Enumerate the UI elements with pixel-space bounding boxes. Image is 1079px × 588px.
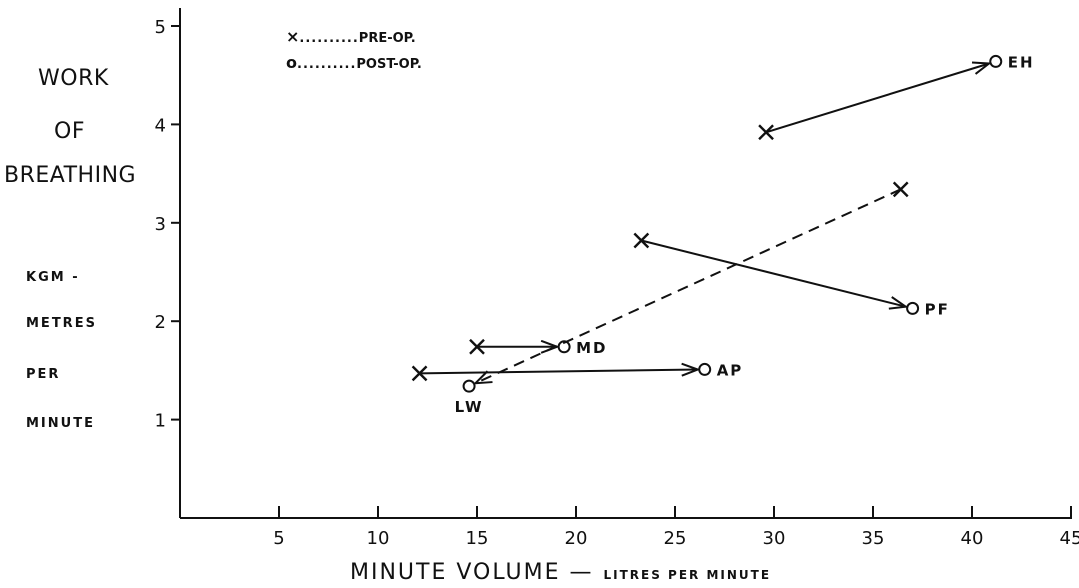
x-tick-label: 20 <box>565 528 588 549</box>
x-tick-label: 5 <box>273 528 284 549</box>
x-axis-title: MINUTE VOLUME — LITRES PER MINUTE <box>350 560 771 585</box>
y-title-work: WORK <box>38 66 109 91</box>
legend-label-pre-op: PRE-OP. <box>358 31 416 46</box>
post-op-point <box>557 340 571 354</box>
x-tick-label: 40 <box>961 528 984 549</box>
x-title-main: MINUTE VOLUME — <box>350 560 594 585</box>
arrow-line <box>419 370 698 374</box>
series-pf: PF <box>633 232 950 318</box>
series-ap: AP <box>411 361 744 382</box>
y-unit-per: PER <box>26 367 61 382</box>
arrow-line <box>765 63 989 134</box>
pre-op-point <box>411 365 428 382</box>
point-label: LW <box>455 398 484 416</box>
y-tick-label: 5 <box>155 17 166 38</box>
post-op-point <box>906 301 920 315</box>
point-label: EH <box>1008 53 1035 71</box>
pre-op-point <box>758 124 774 141</box>
y-tick-label: 1 <box>155 411 166 432</box>
legend-label-post-op: POST-OP. <box>356 57 422 72</box>
x-tick-label: 15 <box>466 528 489 549</box>
cross-marker-icon: × <box>286 27 300 46</box>
post-op-point <box>462 379 476 393</box>
pre-op-point <box>892 181 909 198</box>
x-tick-label: 45 <box>1060 528 1079 549</box>
legend-post-op: o..........POST-OP. <box>286 53 422 72</box>
y-title-breathing: BREATHING <box>4 163 137 188</box>
x-title-sub: LITRES PER MINUTE <box>603 568 772 582</box>
data-series: EH PF MD AP LW <box>411 53 1035 416</box>
y-unit-minute: MINUTE <box>26 416 95 431</box>
y-tick-label: 2 <box>155 312 166 333</box>
x-ticks: 5 10 15 20 25 30 35 40 45 <box>273 506 1079 549</box>
arrow-line <box>475 188 902 383</box>
x-tick-label: 10 <box>367 528 390 549</box>
x-tick-label: 30 <box>763 528 786 549</box>
x-tick-label: 35 <box>862 528 885 549</box>
pre-op-point <box>469 338 485 355</box>
pre-op-point <box>633 232 650 249</box>
y-title-of: OF <box>54 119 85 144</box>
legend-dots: .......... <box>299 31 359 46</box>
series-eh: EH <box>758 53 1035 141</box>
y-unit-kgm: KGM - <box>26 270 80 285</box>
point-label: MD <box>576 339 607 357</box>
point-label: PF <box>925 300 950 318</box>
x-tick-label: 25 <box>664 528 687 549</box>
post-op-point <box>698 362 712 376</box>
series-md: MD <box>469 338 607 357</box>
y-tick-label: 4 <box>155 115 166 136</box>
legend-dots: .......... <box>297 57 357 72</box>
y-ticks: 1 2 3 4 5 <box>155 17 180 432</box>
circle-marker-icon: o <box>286 53 297 72</box>
arrow-line <box>641 239 905 307</box>
post-op-point <box>989 54 1003 68</box>
point-label: AP <box>717 361 744 379</box>
series-lw: LW <box>455 181 909 416</box>
y-tick-label: 3 <box>155 214 166 235</box>
legend-pre-op: ×..........PRE-OP. <box>286 27 416 46</box>
y-unit-metres: METRES <box>26 316 97 331</box>
